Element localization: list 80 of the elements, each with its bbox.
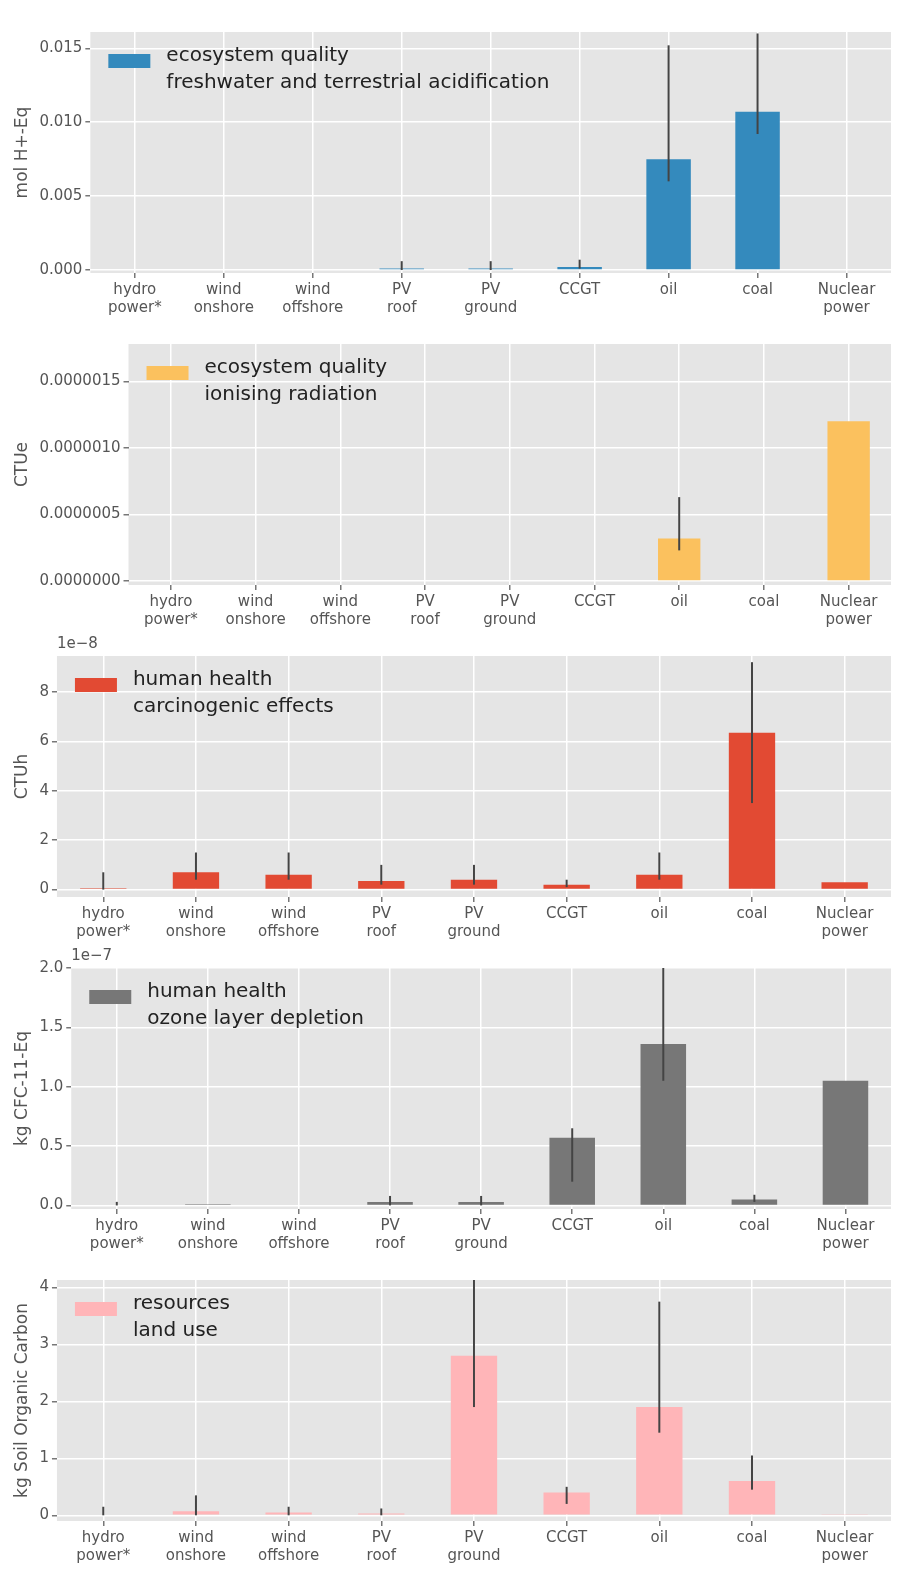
x-tick-label: wind offshore (309, 591, 371, 628)
y-tick-label: 0.000 (39, 259, 83, 278)
x-tick-label: CCGT (573, 591, 616, 610)
y-tick-label: 0.015 (39, 38, 83, 57)
y-tick-label: 0.5 (39, 1135, 64, 1154)
x-tick-label: wind onshore (165, 1527, 227, 1564)
y-tick-label: 2 (39, 830, 49, 849)
y-tick-label: 0 (39, 879, 49, 898)
y-tick-label: 0.005 (39, 186, 83, 205)
x-tick-label: PV ground (447, 903, 501, 940)
y-tick-label: 4 (39, 1277, 49, 1296)
x-tick-label: PV ground (447, 1527, 501, 1564)
y-tick-label: 3 (39, 1334, 49, 1353)
y-tick-label: 2 (39, 1391, 49, 1410)
y-axis-title: kg Soil Organic Carbon (10, 1303, 31, 1498)
y-tick-label: 4 (39, 780, 49, 799)
x-tick-label: Nuclear power (816, 1215, 876, 1252)
x-tick-label: wind offshore (268, 1215, 330, 1252)
x-tick-label: coal (736, 1527, 768, 1546)
x-tick-label: PV roof (366, 903, 397, 940)
x-tick-label: PV roof (375, 1215, 406, 1252)
x-tick-label: hydro power* (76, 903, 131, 940)
x-tick-label: oil (650, 1527, 669, 1546)
y-tick-label: 1 (39, 1448, 49, 1467)
y-axis-title: mol H+-Eq (10, 106, 31, 199)
x-tick-label: PV roof (386, 279, 418, 316)
y-axis-title: CTUe (10, 441, 31, 488)
x-tick-label: wind onshore (193, 279, 254, 316)
x-tick-label: PV roof (366, 1527, 397, 1564)
x-tick-label: hydro power* (76, 1527, 131, 1564)
y-tick-label: 0.010 (39, 112, 83, 131)
y-tick-label: 0 (39, 1505, 49, 1524)
x-tick-label: CCGT (559, 279, 602, 298)
x-tick-label: CCGT (546, 1527, 589, 1546)
x-tick-label: oil (650, 903, 669, 922)
x-tick-label: wind offshore (258, 1527, 320, 1564)
legend-label: resources land use (132, 1290, 230, 1342)
x-tick-label: coal (742, 279, 773, 298)
y-tick-label: 0.0 (39, 1195, 64, 1214)
x-tick-label: wind offshore (282, 279, 344, 316)
y-tick-label: 8 (39, 681, 49, 700)
x-tick-label: Nuclear power (815, 903, 875, 940)
x-tick-label: oil (670, 591, 688, 610)
x-tick-label: Nuclear power (815, 1527, 875, 1564)
legend-label: ecosystem quality ionising radiation (204, 354, 388, 406)
text: 1e−7 (71, 946, 113, 965)
y-tick-label: 0.0000005 (39, 504, 121, 523)
x-tick-label: CCGT (546, 903, 589, 922)
x-tick-label: PV ground (483, 591, 537, 628)
x-tick-label: hydro power* (89, 1215, 145, 1252)
x-tick-label: coal (748, 591, 780, 610)
y-tick-label: 1.5 (39, 1017, 64, 1036)
x-tick-label: PV ground (464, 279, 518, 316)
y-tick-label: 0.0000000 (39, 570, 121, 589)
text: 1e−8 (56, 634, 98, 653)
legend-label: human health carcinogenic effects (132, 666, 334, 718)
x-tick-label: oil (659, 279, 678, 298)
y-tick-label: 1.0 (39, 1076, 64, 1095)
x-tick-label: wind onshore (165, 903, 227, 940)
x-tick-label: hydro power* (143, 591, 199, 628)
x-tick-label: wind offshore (258, 903, 320, 940)
y-axis-title: kg CFC-11-Eq (10, 1031, 31, 1146)
y-axis-title: CTUh (10, 753, 31, 800)
x-tick-label: wind onshore (225, 591, 286, 628)
y-tick-label: 6 (39, 731, 49, 750)
x-tick-label: coal (736, 903, 768, 922)
y-tick-label: 0.0000010 (39, 437, 121, 456)
x-tick-label: Nuclear power (819, 591, 879, 628)
x-tick-label: wind onshore (177, 1215, 238, 1252)
y-tick-label: 2.0 (39, 957, 64, 976)
legend-label: human health ozone layer depletion (147, 978, 364, 1030)
x-tick-label: oil (654, 1215, 673, 1234)
x-tick-label: coal (738, 1215, 770, 1234)
x-tick-label: CCGT (551, 1215, 594, 1234)
x-tick-label: PV ground (454, 1215, 508, 1252)
x-tick-label: hydro power* (107, 279, 163, 316)
y-tick-label: 0.0000015 (39, 371, 121, 390)
x-tick-label: PV roof (410, 591, 441, 628)
x-tick-label: Nuclear power (817, 279, 877, 316)
legend-label: ecosystem quality freshwater and terrestrial acidification (166, 42, 550, 94)
